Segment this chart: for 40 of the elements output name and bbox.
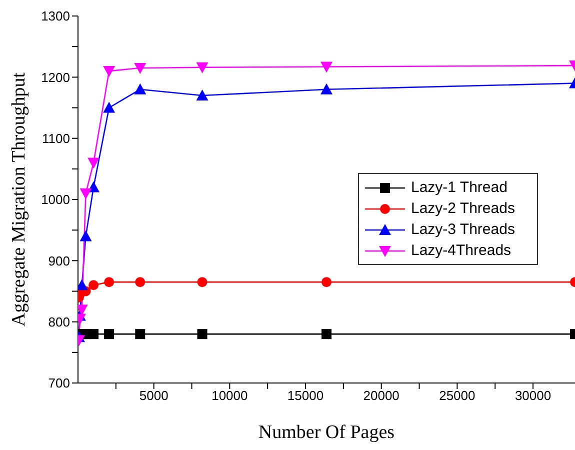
point [135,329,146,340]
x-tick-label: 20000 [363,388,400,404]
point [80,188,92,200]
point [196,62,208,74]
legend-label: Lazy-3 Threads [411,220,515,240]
point [134,83,146,94]
y-tick-label: 1100 [42,130,70,146]
point [134,62,146,74]
point [197,329,208,340]
point [88,329,99,340]
y-axis-title: Aggregate Migration Throughput [8,72,30,326]
x-tick-label: 25000 [439,388,476,404]
x-tick-label: 10000 [212,388,248,404]
y-tick-label: 700 [48,376,70,391]
y-tick-label: 1300 [41,8,70,24]
legend-label: Lazy-2 Threads [411,199,515,219]
point [104,277,114,288]
point [103,66,116,78]
legend-label: Lazy-4Threads [411,241,512,261]
point [88,158,100,169]
point [320,62,332,73]
point [80,230,92,242]
point [135,277,146,288]
point [197,277,208,288]
x-tick-label: 15000 [287,388,324,404]
y-tick-label: 900 [48,253,70,268]
point [88,280,99,290]
x-tick-label: 30000 [514,388,552,404]
point [103,102,116,113]
point [322,329,332,340]
point [320,83,332,94]
point [322,277,332,288]
y-tick-label: 1000 [41,192,70,208]
x-tick-label: 5000 [139,388,168,404]
x-axis-title: Number Of Pages [258,422,395,443]
y-tick-label: 800 [48,314,70,330]
point [104,329,114,340]
legend-label: Lazy-1 Thread [411,178,508,198]
point [196,90,208,101]
y-tick-label: 1200 [41,70,70,85]
